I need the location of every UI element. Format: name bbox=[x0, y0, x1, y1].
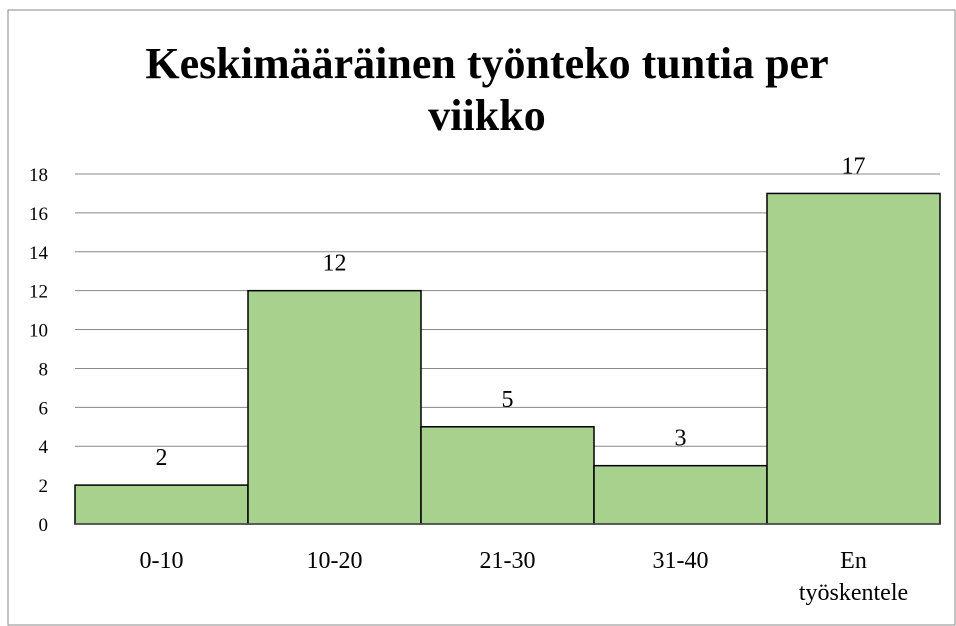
x-tick-label: En työskentele bbox=[799, 548, 908, 606]
data-label: 3 bbox=[675, 426, 687, 452]
data-label: 5 bbox=[502, 387, 514, 413]
bar bbox=[74, 484, 249, 525]
data-label: 2 bbox=[156, 445, 168, 471]
y-tick-label: 12 bbox=[29, 282, 48, 303]
bar bbox=[247, 289, 422, 525]
bar bbox=[420, 426, 595, 525]
data-label: 12 bbox=[323, 251, 347, 277]
x-tick-label: 0-10 bbox=[140, 548, 184, 574]
data-label: 17 bbox=[842, 153, 866, 179]
y-tick-label: 16 bbox=[29, 204, 48, 225]
x-tick-label: 10-20 bbox=[307, 548, 363, 574]
y-tick-label: 0 bbox=[39, 515, 49, 536]
y-tick-label: 10 bbox=[29, 321, 48, 342]
bar bbox=[593, 464, 768, 525]
y-tick-label: 4 bbox=[39, 437, 49, 458]
bar bbox=[766, 192, 941, 525]
y-tick-label: 18 bbox=[29, 165, 48, 186]
y-tick-label: 2 bbox=[39, 476, 49, 497]
y-tick-label: 8 bbox=[39, 359, 49, 380]
x-tick-label: 21-30 bbox=[480, 548, 536, 574]
chart-title: Keskimääräinen työnteko tuntia per viikko bbox=[145, 39, 828, 140]
y-tick-label: 6 bbox=[39, 398, 49, 419]
y-tick-label: 14 bbox=[29, 243, 49, 264]
x-tick-label: 31-40 bbox=[653, 548, 709, 574]
